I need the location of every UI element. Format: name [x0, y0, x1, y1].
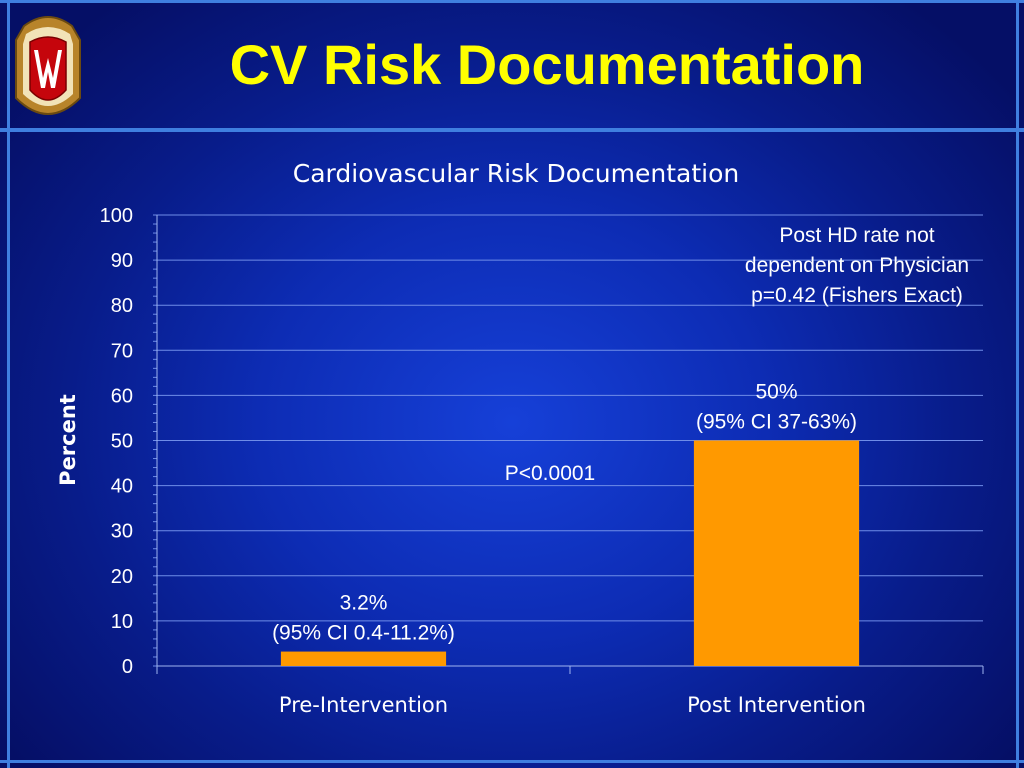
p-value-annotation: P<0.0001	[505, 462, 596, 485]
bar	[693, 440, 860, 666]
y-tick-label: 90	[111, 250, 133, 272]
note-annotation-line: p=0.42 (Fishers Exact)	[751, 284, 963, 307]
x-category-label: Post Intervention	[687, 693, 866, 717]
y-tick-label: 20	[111, 566, 133, 588]
header-divider-line	[0, 128, 1024, 132]
x-category-label: Pre-Intervention	[279, 693, 448, 717]
bar-data-label: 3.2%	[340, 592, 388, 615]
y-tick-label: 50	[111, 431, 133, 453]
y-tick-label: 0	[122, 656, 133, 678]
y-tick-label: 60	[111, 385, 133, 407]
note-annotation-line: Post HD rate not	[779, 224, 934, 247]
top-border-line	[0, 0, 1024, 3]
bar-data-label: 50%	[755, 381, 797, 404]
bar	[280, 651, 447, 666]
chart-title: Cardiovascular Risk Documentation	[293, 159, 739, 188]
y-tick-label: 30	[111, 521, 133, 543]
left-border-line	[7, 0, 10, 768]
y-tick-label: 100	[100, 205, 133, 227]
y-tick-label: 80	[111, 295, 133, 317]
bar-data-label: (95% CI 0.4-11.2%)	[272, 622, 455, 645]
y-axis-title: Percent	[56, 394, 80, 486]
note-annotation-line: dependent on Physician	[745, 254, 969, 277]
right-border-line	[1016, 0, 1019, 768]
slide-title: CV Risk Documentation	[229, 33, 865, 96]
y-tick-label: 70	[111, 340, 133, 362]
y-tick-label: 10	[111, 611, 133, 633]
bottom-border-line	[0, 760, 1024, 763]
bar-data-label: (95% CI 37-63%)	[696, 411, 857, 434]
university-crest-w-icon: W	[15, 16, 81, 115]
y-tick-label: 40	[111, 476, 133, 498]
